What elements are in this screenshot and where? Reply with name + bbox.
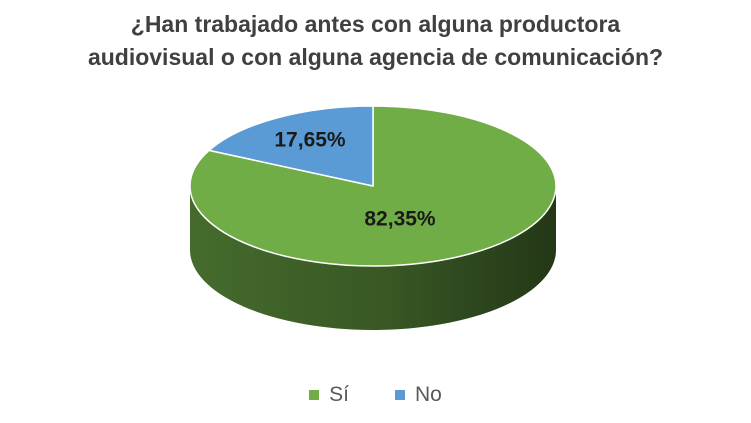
data-label-si: 82,35% [364, 208, 436, 231]
pie-side-si [190, 186, 556, 330]
legend-swatch-si [309, 390, 320, 400]
chart-title-line-1: ¿Han trabajado antes con alguna producto… [130, 11, 621, 37]
legend-label-si: Sí [329, 383, 349, 406]
data-label-no: 17,65% [274, 129, 346, 152]
legend-item-no: No [394, 383, 442, 407]
legend-label-no: No [414, 383, 442, 406]
chart-legend: Sí No [0, 383, 751, 407]
pie-slice-no [208, 105, 374, 187]
legend-item-si: Sí [309, 383, 349, 407]
chart-title: ¿Han trabajado antes con alguna producto… [0, 8, 751, 74]
chart-title-line-2: audiovisual o con alguna agencia de comu… [87, 44, 664, 70]
legend-swatch-no [394, 390, 405, 400]
